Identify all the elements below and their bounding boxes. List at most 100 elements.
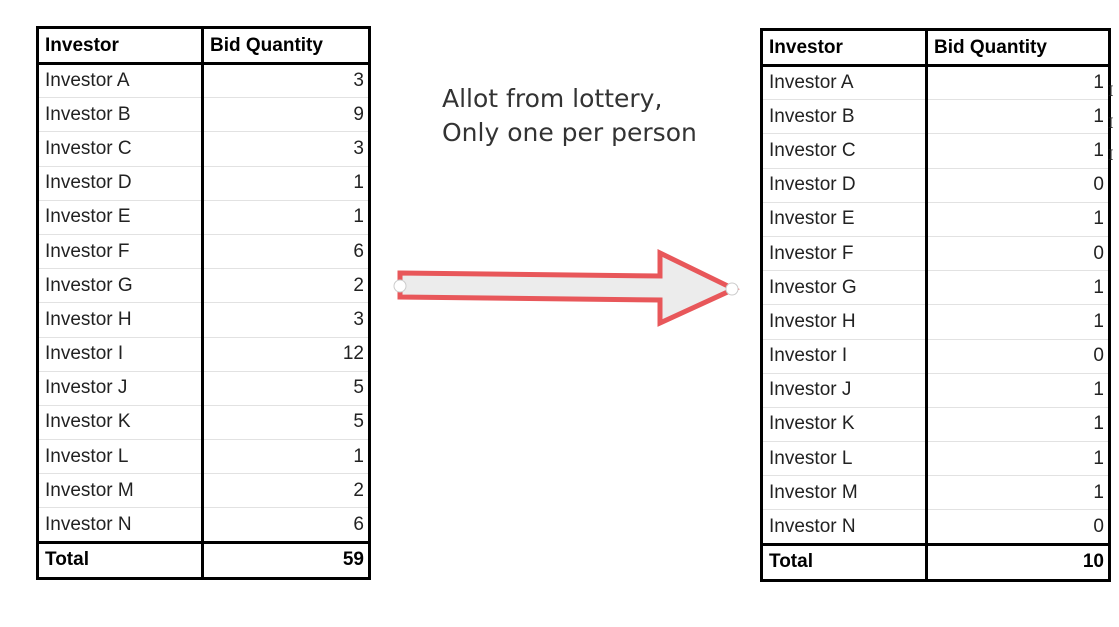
bid-quantity-cell[interactable]: 6 [201, 233, 371, 269]
bid-quantity-cell[interactable]: 2 [201, 268, 371, 303]
bid-quantity-cell[interactable]: 0 [925, 338, 1111, 374]
bid-quantity-cell[interactable]: 1 [925, 372, 1111, 408]
bid-quantity-cell[interactable]: 1 [925, 406, 1111, 442]
header-row: Investor Bid Quantity [36, 26, 371, 65]
investor-name-cell[interactable]: Investor M [36, 473, 203, 508]
total-value-cell[interactable]: 10 [925, 542, 1111, 582]
investor-name-cell[interactable]: Investor G [760, 270, 927, 305]
investor-name-cell[interactable]: Investor D [760, 167, 927, 203]
investor-name-cell[interactable]: Investor C [760, 133, 927, 169]
investor-name-cell[interactable]: Investor M [760, 475, 927, 510]
bid-quantity-cell[interactable]: 3 [201, 302, 371, 337]
left-table-grid: Investor Bid Quantity Investor A 3 Investor … [36, 26, 371, 580]
investor-name-cell[interactable]: Investor F [36, 233, 203, 269]
header-cell-bid-quantity[interactable]: Bid Quantity [201, 26, 371, 65]
investor-name-cell[interactable]: Investor J [760, 372, 927, 408]
table-row: Investor I 12 [36, 336, 371, 372]
investor-name-cell[interactable]: Investor H [760, 304, 927, 339]
bid-quantity-cell[interactable]: 0 [925, 167, 1111, 203]
header-row: Investor Bid Quantity [760, 28, 1111, 67]
investor-name-cell[interactable]: Investor L [36, 439, 203, 474]
investor-name-cell[interactable]: Investor H [36, 302, 203, 337]
total-label-cell[interactable]: Total [760, 542, 927, 582]
bid-quantity-cell[interactable]: 12 [201, 336, 371, 372]
bid-quantity-cell[interactable]: 1 [925, 270, 1111, 305]
bid-quantity-cell[interactable]: 5 [201, 404, 371, 440]
right-table-grid: Investor Bid Quantity Investor A 1 Investor … [760, 28, 1111, 582]
bid-quantity-cell[interactable]: 0 [925, 235, 1111, 271]
investor-name-cell[interactable]: Investor A [36, 62, 203, 98]
header-cell-investor[interactable]: Investor [760, 28, 927, 67]
investor-name-cell[interactable]: Investor F [760, 235, 927, 271]
bid-quantity-cell[interactable]: 5 [201, 370, 371, 406]
arrow-end-handle[interactable] [725, 282, 739, 296]
investor-name-cell[interactable]: Investor D [36, 165, 203, 201]
bid-quantity-cell[interactable]: 9 [201, 97, 371, 132]
bid-quantity-cell[interactable]: 1 [925, 133, 1111, 169]
bid-quantity-cell[interactable]: 6 [201, 507, 371, 543]
investor-name-cell[interactable]: Investor B [36, 97, 203, 132]
bid-quantity-cell[interactable]: 1 [925, 64, 1111, 100]
investor-name-cell[interactable]: Investor C [36, 131, 203, 167]
investor-name-cell[interactable]: Investor N [36, 507, 203, 543]
investor-name-cell[interactable]: Investor A [760, 64, 927, 100]
bid-quantity-cell[interactable]: 3 [201, 62, 371, 98]
arrow-start-handle[interactable] [393, 279, 407, 293]
bid-quantity-cell[interactable]: 1 [925, 441, 1111, 476]
investor-name-cell[interactable]: Investor E [760, 201, 927, 237]
investor-name-cell[interactable]: Investor K [760, 406, 927, 442]
right-arrow-icon [393, 249, 740, 327]
bid-quantity-cell[interactable]: 1 [201, 165, 371, 201]
bid-quantity-cell[interactable]: 1 [925, 201, 1111, 237]
investor-name-cell[interactable]: Investor E [36, 199, 203, 235]
right-allotment-table: Investor Bid Quantity Investor A 1 Investor … [760, 28, 1111, 582]
investor-name-cell[interactable]: Investor I [760, 338, 927, 374]
bid-quantity-cell[interactable]: 1 [925, 475, 1111, 510]
total-value-cell[interactable]: 59 [201, 540, 371, 580]
investor-name-cell[interactable]: Investor L [760, 441, 927, 476]
clipped-edge-marks: I I I [1108, 76, 1119, 172]
header-cell-investor[interactable]: Investor [36, 26, 203, 65]
bid-quantity-cell[interactable]: 1 [201, 439, 371, 474]
investor-name-cell[interactable]: Investor I [36, 336, 203, 372]
left-table-body: Investor Bid Quantity Investor A 3 Investor … [36, 26, 371, 580]
header-cell-bid-quantity[interactable]: Bid Quantity [925, 28, 1111, 67]
investor-name-cell[interactable]: Investor B [760, 99, 927, 134]
bid-quantity-cell[interactable]: 1 [925, 304, 1111, 339]
bid-quantity-cell[interactable]: 0 [925, 509, 1111, 545]
bid-quantity-cell[interactable]: 1 [925, 99, 1111, 134]
investor-name-cell[interactable]: Investor N [760, 509, 927, 545]
investor-name-cell[interactable]: Investor G [36, 268, 203, 303]
investor-name-cell[interactable]: Investor K [36, 404, 203, 440]
bid-quantity-cell[interactable]: 3 [201, 131, 371, 167]
bid-quantity-cell[interactable]: 1 [201, 199, 371, 235]
arrow-shape [397, 249, 740, 327]
total-label-cell[interactable]: Total [36, 540, 203, 580]
investor-name-cell[interactable]: Investor J [36, 370, 203, 406]
bid-quantity-cell[interactable]: 2 [201, 473, 371, 508]
